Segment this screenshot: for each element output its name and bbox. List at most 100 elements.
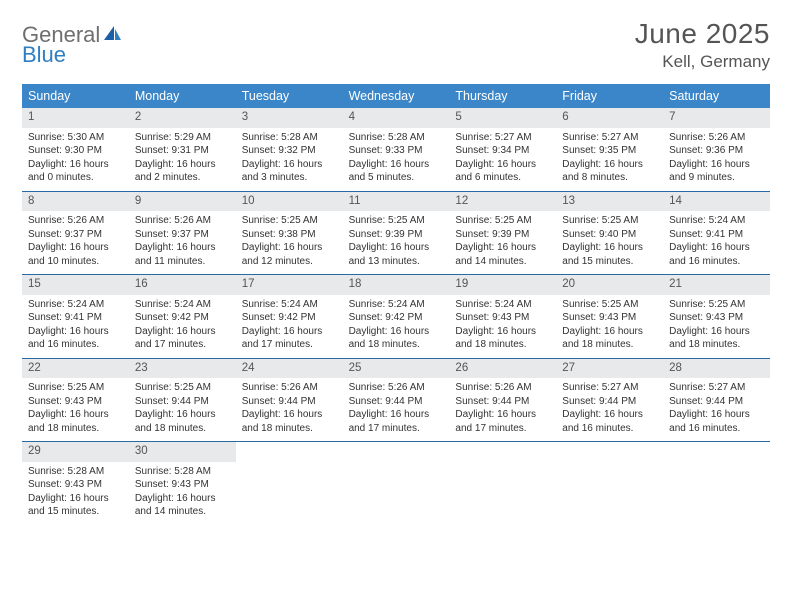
day-cell: 29Sunrise: 5:28 AMSunset: 9:43 PMDayligh…: [22, 442, 129, 525]
daylight-line: Daylight: 16 hours and 17 minutes.: [242, 325, 337, 352]
daylight-line: Daylight: 16 hours and 18 minutes.: [669, 325, 764, 352]
day-body: Sunrise: 5:24 AMSunset: 9:42 PMDaylight:…: [343, 295, 450, 358]
day-cell: 11Sunrise: 5:25 AMSunset: 9:39 PMDayligh…: [343, 192, 450, 275]
sunrise-line: Sunrise: 5:24 AM: [455, 298, 550, 312]
sunrise-line: Sunrise: 5:30 AM: [28, 131, 123, 145]
logo-text-2: Blue: [22, 45, 122, 65]
sunrise-line: Sunrise: 5:27 AM: [562, 131, 657, 145]
sunset-line: Sunset: 9:42 PM: [242, 311, 337, 325]
daylight-line: Daylight: 16 hours and 0 minutes.: [28, 158, 123, 185]
day-body: Sunrise: 5:24 AMSunset: 9:42 PMDaylight:…: [129, 295, 236, 358]
day-body: Sunrise: 5:24 AMSunset: 9:42 PMDaylight:…: [236, 295, 343, 358]
sunrise-line: Sunrise: 5:25 AM: [28, 381, 123, 395]
day-cell: 24Sunrise: 5:26 AMSunset: 9:44 PMDayligh…: [236, 359, 343, 442]
day-cell: ..: [556, 442, 663, 525]
day-body: Sunrise: 5:27 AMSunset: 9:34 PMDaylight:…: [449, 128, 556, 191]
day-body: Sunrise: 5:25 AMSunset: 9:39 PMDaylight:…: [343, 211, 450, 274]
sunrise-line: Sunrise: 5:27 AM: [562, 381, 657, 395]
day-body: Sunrise: 5:27 AMSunset: 9:44 PMDaylight:…: [556, 378, 663, 441]
day-number: 6: [556, 108, 663, 128]
week-row: 1Sunrise: 5:30 AMSunset: 9:30 PMDaylight…: [22, 108, 770, 192]
sunrise-line: Sunrise: 5:26 AM: [242, 381, 337, 395]
day-number: 21: [663, 275, 770, 295]
day-body: Sunrise: 5:26 AMSunset: 9:36 PMDaylight:…: [663, 128, 770, 191]
day-number: 16: [129, 275, 236, 295]
sunrise-line: Sunrise: 5:24 AM: [28, 298, 123, 312]
day-number: 28: [663, 359, 770, 379]
daylight-line: Daylight: 16 hours and 16 minutes.: [669, 408, 764, 435]
daylight-line: Daylight: 16 hours and 14 minutes.: [135, 492, 230, 519]
sunset-line: Sunset: 9:43 PM: [28, 395, 123, 409]
sunset-line: Sunset: 9:37 PM: [135, 228, 230, 242]
sunrise-line: Sunrise: 5:27 AM: [455, 131, 550, 145]
sunset-line: Sunset: 9:39 PM: [455, 228, 550, 242]
daylight-line: Daylight: 16 hours and 16 minutes.: [669, 241, 764, 268]
daylight-line: Daylight: 16 hours and 5 minutes.: [349, 158, 444, 185]
sunset-line: Sunset: 9:43 PM: [455, 311, 550, 325]
sunset-line: Sunset: 9:41 PM: [28, 311, 123, 325]
weekday-sunday: Sunday: [22, 84, 129, 108]
sunset-line: Sunset: 9:44 PM: [242, 395, 337, 409]
day-number: 18: [343, 275, 450, 295]
day-cell: 8Sunrise: 5:26 AMSunset: 9:37 PMDaylight…: [22, 192, 129, 275]
daylight-line: Daylight: 16 hours and 17 minutes.: [135, 325, 230, 352]
sunset-line: Sunset: 9:43 PM: [135, 478, 230, 492]
day-cell: 25Sunrise: 5:26 AMSunset: 9:44 PMDayligh…: [343, 359, 450, 442]
day-number: 25: [343, 359, 450, 379]
day-body: Sunrise: 5:28 AMSunset: 9:33 PMDaylight:…: [343, 128, 450, 191]
day-number: 7: [663, 108, 770, 128]
location: Kell, Germany: [635, 52, 770, 72]
sunrise-line: Sunrise: 5:28 AM: [28, 465, 123, 479]
sunset-line: Sunset: 9:31 PM: [135, 144, 230, 158]
sunrise-line: Sunrise: 5:27 AM: [669, 381, 764, 395]
day-body: Sunrise: 5:25 AMSunset: 9:38 PMDaylight:…: [236, 211, 343, 274]
day-number: 27: [556, 359, 663, 379]
sunset-line: Sunset: 9:43 PM: [562, 311, 657, 325]
daylight-line: Daylight: 16 hours and 6 minutes.: [455, 158, 550, 185]
day-body: Sunrise: 5:25 AMSunset: 9:43 PMDaylight:…: [556, 295, 663, 358]
day-cell: 22Sunrise: 5:25 AMSunset: 9:43 PMDayligh…: [22, 359, 129, 442]
weekday-friday: Friday: [556, 84, 663, 108]
sunrise-line: Sunrise: 5:26 AM: [349, 381, 444, 395]
sunset-line: Sunset: 9:35 PM: [562, 144, 657, 158]
day-body: Sunrise: 5:27 AMSunset: 9:35 PMDaylight:…: [556, 128, 663, 191]
title-block: June 2025 Kell, Germany: [635, 18, 770, 72]
day-cell: 26Sunrise: 5:26 AMSunset: 9:44 PMDayligh…: [449, 359, 556, 442]
day-number: 12: [449, 192, 556, 212]
day-number: 9: [129, 192, 236, 212]
day-cell: 3Sunrise: 5:28 AMSunset: 9:32 PMDaylight…: [236, 108, 343, 191]
day-cell: ..: [343, 442, 450, 525]
day-cell: 4Sunrise: 5:28 AMSunset: 9:33 PMDaylight…: [343, 108, 450, 191]
day-body: Sunrise: 5:28 AMSunset: 9:43 PMDaylight:…: [129, 462, 236, 525]
day-number: 4: [343, 108, 450, 128]
day-body: Sunrise: 5:26 AMSunset: 9:44 PMDaylight:…: [449, 378, 556, 441]
day-number: 22: [22, 359, 129, 379]
day-cell: 17Sunrise: 5:24 AMSunset: 9:42 PMDayligh…: [236, 275, 343, 358]
day-body: Sunrise: 5:25 AMSunset: 9:43 PMDaylight:…: [663, 295, 770, 358]
daylight-line: Daylight: 16 hours and 18 minutes.: [242, 408, 337, 435]
sunrise-line: Sunrise: 5:25 AM: [562, 298, 657, 312]
sunset-line: Sunset: 9:42 PM: [349, 311, 444, 325]
day-number: 17: [236, 275, 343, 295]
day-cell: 13Sunrise: 5:25 AMSunset: 9:40 PMDayligh…: [556, 192, 663, 275]
day-number: 5: [449, 108, 556, 128]
sunset-line: Sunset: 9:43 PM: [669, 311, 764, 325]
day-cell: 1Sunrise: 5:30 AMSunset: 9:30 PMDaylight…: [22, 108, 129, 191]
sunset-line: Sunset: 9:37 PM: [28, 228, 123, 242]
daylight-line: Daylight: 16 hours and 17 minutes.: [455, 408, 550, 435]
day-cell: 23Sunrise: 5:25 AMSunset: 9:44 PMDayligh…: [129, 359, 236, 442]
sunset-line: Sunset: 9:32 PM: [242, 144, 337, 158]
sunrise-line: Sunrise: 5:25 AM: [349, 214, 444, 228]
day-cell: 19Sunrise: 5:24 AMSunset: 9:43 PMDayligh…: [449, 275, 556, 358]
daylight-line: Daylight: 16 hours and 18 minutes.: [455, 325, 550, 352]
month-title: June 2025: [635, 18, 770, 50]
day-cell: 16Sunrise: 5:24 AMSunset: 9:42 PMDayligh…: [129, 275, 236, 358]
sunset-line: Sunset: 9:30 PM: [28, 144, 123, 158]
day-cell: 15Sunrise: 5:24 AMSunset: 9:41 PMDayligh…: [22, 275, 129, 358]
weekday-saturday: Saturday: [663, 84, 770, 108]
daylight-line: Daylight: 16 hours and 15 minutes.: [562, 241, 657, 268]
day-number: 29: [22, 442, 129, 462]
sunset-line: Sunset: 9:44 PM: [669, 395, 764, 409]
weekday-tuesday: Tuesday: [236, 84, 343, 108]
day-body: Sunrise: 5:28 AMSunset: 9:43 PMDaylight:…: [22, 462, 129, 525]
